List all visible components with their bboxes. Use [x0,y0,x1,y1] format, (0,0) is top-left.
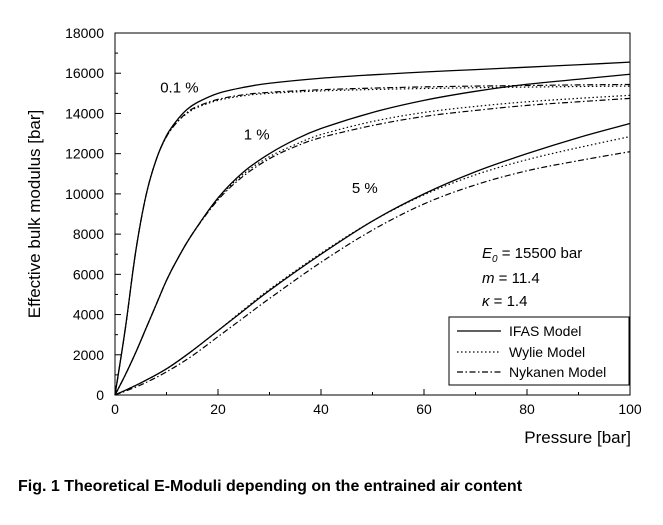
y-tick-label-1: 2000 [73,347,104,363]
y-tick-label-9: 18000 [65,25,104,41]
y-tick-label-3: 6000 [73,266,104,282]
series-line-2 [114,83,631,396]
curve-label-0: 0.1 % [160,79,198,96]
series-line-7 [114,135,631,396]
x-tick-label-5: 100 [618,401,642,417]
legend-label-nykanen: Nykanen Model [509,364,606,380]
param-e0: E0 = 15500 bar [482,245,582,265]
x-tick-label-0: 0 [111,401,119,417]
legend-label-wylie: Wylie Model [509,344,585,360]
y-tick-label-6: 12000 [65,146,104,162]
y-tick-label-8: 16000 [65,65,104,81]
param-m: m = 11.4 [482,270,540,287]
series-line-4 [114,94,631,396]
curve-annotations: 0.1 % 1 % 5 % [160,79,378,197]
series-curves [114,61,631,396]
curve-label-1: 1 % [244,127,270,144]
y-tick-label-2: 4000 [73,307,104,323]
y-tick-label-5: 10000 [65,186,104,202]
chart: 0 20 40 60 80 100 0 2000 4000 6000 8000 10000 12000 1… [25,25,642,447]
y-tick-label-7: 14000 [65,105,104,121]
y-tick-label-0: 0 [96,387,104,403]
x-tick-label-2: 40 [313,401,329,417]
y-axis-title: Effective bulk modulus [bar] [25,110,44,319]
x-axis-title: Pressure [bar] [524,428,631,447]
x-tick-label-3: 60 [416,401,432,417]
series-line-8 [114,151,631,396]
param-kappa: κ = 1.4 [482,293,527,310]
y-tick-label-4: 8000 [73,226,104,242]
x-tick-label-4: 80 [519,401,535,417]
series-line-5 [114,97,631,396]
figure-caption: Fig. 1 Theoretical E-Moduli depending on… [18,478,523,495]
parameter-block: E0 = 15500 bar m = 11.4 κ = 1.4 [482,245,582,310]
axis-ticks: 0 20 40 60 80 100 0 2000 4000 6000 8000 10000 12000 1… [65,25,642,417]
x-tick-label-1: 20 [210,401,226,417]
curve-label-2: 5 % [352,180,378,197]
legend-label-ifas: IFAS Model [509,323,581,339]
legend: IFAS Model Wylie Model Nykanen Model [448,316,630,386]
legend-box [448,316,630,386]
